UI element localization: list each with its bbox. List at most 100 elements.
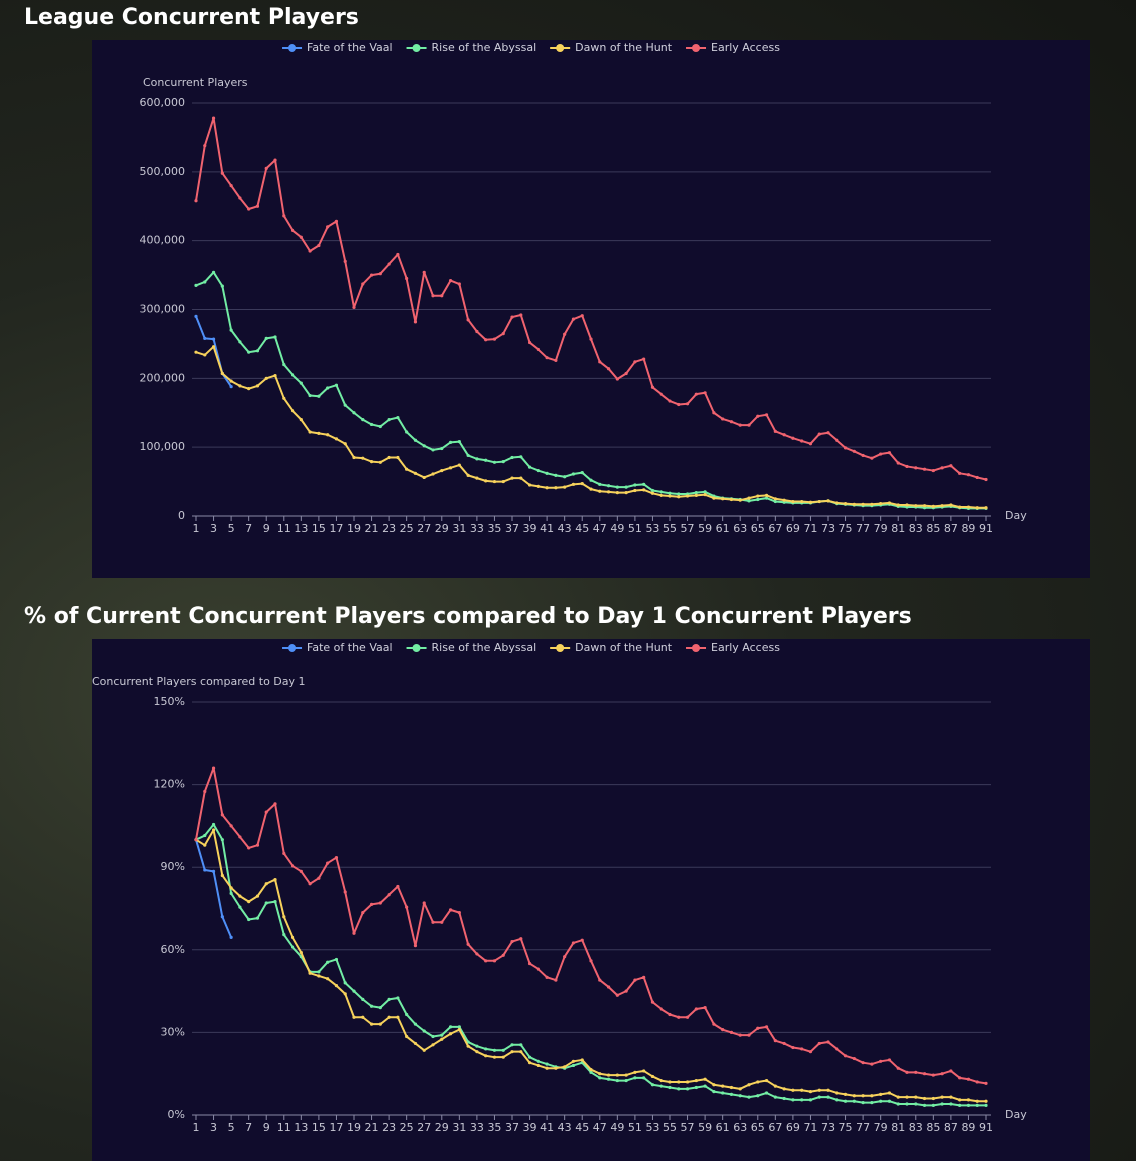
- data-point: [685, 1080, 690, 1084]
- data-point: [492, 959, 497, 963]
- data-point: [563, 485, 567, 489]
- data-point: [431, 920, 435, 924]
- data-point: [685, 1015, 690, 1019]
- x-tick-label: 47: [593, 522, 607, 535]
- data-point: [914, 504, 918, 508]
- data-point: [387, 262, 391, 266]
- data-point: [247, 387, 251, 391]
- legend-label: Early Access: [711, 641, 780, 654]
- x-tick-label: 49: [610, 522, 624, 535]
- legend-marker: [412, 44, 421, 52]
- data-point: [703, 1006, 707, 1010]
- data-point: [958, 1103, 962, 1107]
- data-point: [527, 961, 532, 966]
- data-point: [361, 282, 365, 286]
- data-point: [852, 1094, 856, 1098]
- data-point: [694, 1085, 698, 1090]
- x-tick-label: 77: [856, 1121, 870, 1134]
- data-point: [317, 243, 321, 248]
- x-tick-label: 71: [803, 522, 817, 535]
- data-point: [290, 864, 295, 868]
- data-point: [650, 1074, 655, 1079]
- data-point: [589, 478, 593, 482]
- data-point: [738, 1087, 742, 1091]
- x-tick-label: 63: [733, 522, 747, 535]
- data-point: [282, 396, 286, 400]
- data-point: [343, 442, 347, 446]
- data-point: [571, 1059, 576, 1063]
- data-point: [203, 280, 207, 284]
- data-point: [922, 467, 927, 471]
- data-point: [492, 337, 497, 341]
- data-point: [308, 393, 312, 398]
- data-point: [800, 439, 804, 443]
- data-point: [633, 1070, 637, 1074]
- x-tick-label: 19: [347, 1121, 361, 1134]
- data-point: [703, 391, 707, 395]
- data-point: [501, 1048, 505, 1052]
- data-point: [580, 938, 584, 942]
- data-point: [317, 970, 321, 974]
- legend-marker: [288, 44, 297, 52]
- data-point: [536, 967, 540, 971]
- data-point: [861, 502, 865, 506]
- data-point: [589, 1070, 593, 1074]
- y-tick-label: 150%: [154, 695, 185, 708]
- data-point: [554, 473, 558, 477]
- data-point: [396, 1015, 400, 1019]
- x-tick-label: 3: [210, 522, 217, 535]
- data-point: [440, 468, 444, 473]
- data-point: [378, 1006, 382, 1010]
- x-tick-label: 65: [751, 522, 765, 535]
- data-point: [642, 357, 646, 361]
- data-point: [571, 317, 576, 321]
- y-tick-label: 500,000: [140, 165, 186, 178]
- data-point: [510, 1043, 514, 1047]
- data-point: [835, 501, 839, 505]
- x-tick-label: 65: [751, 1121, 765, 1134]
- data-point: [905, 1102, 909, 1106]
- data-point: [940, 1072, 944, 1076]
- data-point: [922, 504, 927, 508]
- x-tick-label: 45: [575, 1121, 589, 1134]
- data-point: [659, 493, 663, 497]
- x-tick-label: 41: [540, 522, 554, 535]
- data-point: [422, 901, 426, 905]
- x-tick-label: 57: [681, 1121, 695, 1134]
- data-point: [966, 1077, 971, 1081]
- data-point: [290, 945, 295, 949]
- data-point: [800, 1098, 804, 1102]
- x-tick-label: 71: [803, 1121, 817, 1134]
- data-point: [510, 455, 514, 460]
- data-point: [255, 349, 260, 353]
- x-tick-label: 55: [663, 1121, 677, 1134]
- data-point: [633, 1076, 637, 1080]
- x-tick-label: 19: [347, 522, 361, 535]
- data-point: [729, 420, 734, 424]
- data-point: [211, 828, 216, 832]
- chart-title: % of Current Concurrent Players compared…: [24, 604, 912, 629]
- legend-marker: [288, 644, 297, 652]
- data-point: [334, 983, 339, 988]
- data-point: [747, 1033, 751, 1037]
- data-point: [879, 1059, 883, 1063]
- data-point: [326, 977, 330, 981]
- data-point: [282, 933, 286, 937]
- data-point: [264, 882, 268, 886]
- data-point: [712, 1089, 716, 1094]
- data-point: [317, 974, 321, 978]
- legend-label: Dawn of the Hunt: [575, 41, 673, 54]
- data-point: [405, 467, 409, 471]
- x-tick-label: 91: [979, 522, 993, 535]
- data-point: [966, 505, 971, 509]
- legend-marker: [412, 644, 421, 652]
- data-point: [238, 196, 242, 200]
- data-point: [396, 996, 400, 1000]
- data-point: [800, 1088, 804, 1092]
- data-point: [405, 905, 409, 909]
- data-point: [369, 902, 374, 906]
- data-point: [264, 376, 268, 380]
- x-tick-label: 53: [645, 522, 659, 535]
- x-tick-label: 31: [452, 1121, 466, 1134]
- data-point: [413, 320, 418, 324]
